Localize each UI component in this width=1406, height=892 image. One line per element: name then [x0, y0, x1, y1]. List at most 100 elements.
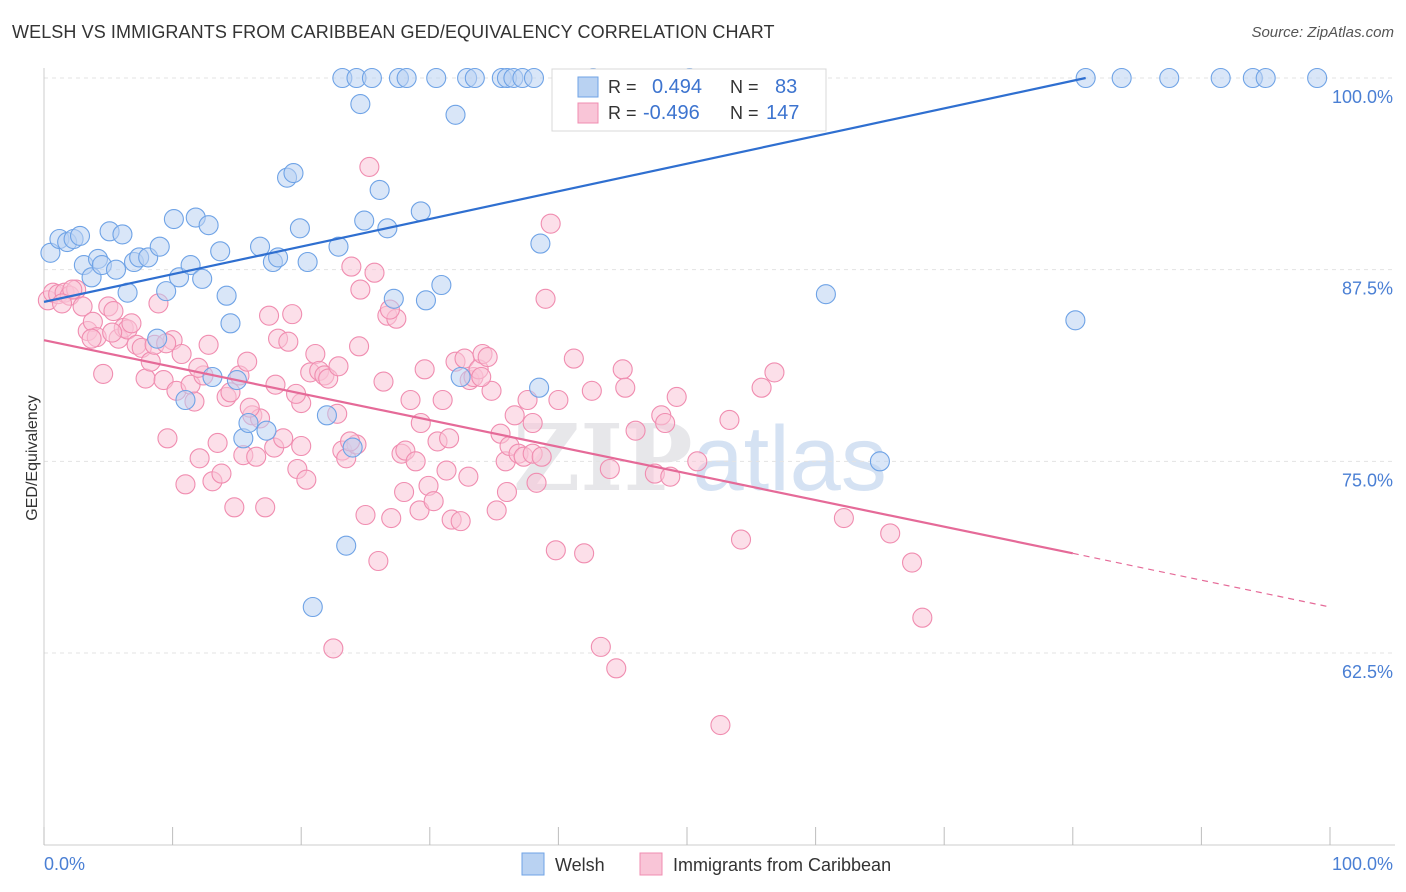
- stats-legend: R = 0.494 N = 83 R = -0.496 N = 147: [551, 68, 827, 132]
- welsh-point-43: [328, 236, 349, 257]
- caribbean-trend-extension: [1072, 552, 1331, 608]
- caribbean-point-114: [590, 636, 611, 657]
- stats-welsh-n-value: 83: [775, 76, 797, 98]
- caribbean-point-117: [615, 377, 636, 398]
- welsh-point-16: [147, 328, 168, 349]
- caribbean-point-23: [153, 370, 174, 391]
- welsh-point-10: [105, 259, 127, 280]
- caribbean-point-61: [323, 638, 344, 659]
- welsh-point-45: [336, 535, 357, 556]
- welsh-point-25: [198, 215, 219, 236]
- chart-title: WELSH VS IMMIGRANTS FROM CARIBBEAN GED/E…: [12, 22, 775, 42]
- y-tick-label-0: 62.5%: [1342, 662, 1393, 682]
- caribbean-point-148: [625, 420, 646, 441]
- welsh-point-50: [361, 67, 382, 89]
- welsh-point-46: [342, 437, 363, 458]
- welsh-point-48: [350, 94, 371, 115]
- caribbean-point-116: [612, 359, 633, 380]
- welsh-point-63: [464, 67, 485, 89]
- stats-welsh-r-value: 0.494: [652, 76, 702, 98]
- stats-caribbean-r-value: -0.496: [643, 102, 700, 124]
- caribbean-point-81: [414, 359, 435, 380]
- chart-source: Source: ZipAtlas.com: [1251, 24, 1394, 41]
- y-tick-label-2: 87.5%: [1342, 279, 1393, 299]
- caribbean-point-74: [381, 508, 402, 529]
- y-tick-labels: 62.5% 75.0% 87.5% 100.0%: [1332, 87, 1393, 682]
- welsh-point-38: [283, 163, 304, 184]
- caribbean-point-126: [730, 529, 752, 550]
- caribbean-point-27: [171, 343, 192, 365]
- caribbean-point-85: [432, 389, 453, 411]
- welsh-point-41: [302, 596, 323, 618]
- caribbean-point-79: [405, 451, 426, 472]
- caribbean-point-42: [237, 351, 258, 372]
- stats-caribbean-n-label: N =: [730, 103, 759, 123]
- caribbean-point-57: [305, 343, 326, 365]
- welsh-point-17: [149, 236, 170, 257]
- caribbean-point-130: [880, 523, 901, 544]
- caribbean-point-19: [135, 368, 156, 389]
- y-axis-label: GED/Equivalency: [24, 395, 41, 520]
- welsh-point-56: [410, 201, 431, 222]
- welsh-point-78: [1159, 67, 1180, 89]
- stats-welsh-swatch: [577, 76, 599, 98]
- caribbean-point-95: [477, 347, 498, 368]
- caribbean-point-129: [833, 508, 854, 529]
- caribbean-point-128: [764, 362, 785, 383]
- welsh-point-69: [530, 233, 551, 254]
- caribbean-point-51: [278, 331, 299, 352]
- caribbean-point-72: [373, 371, 394, 392]
- welsh-trend-line: [43, 76, 1086, 303]
- caribbean-point-152: [349, 336, 370, 357]
- caribbean-point-112: [574, 543, 595, 564]
- caribbean-point-143: [471, 366, 492, 388]
- legend-caribbean-label: Immigrants from Caribbean: [673, 855, 891, 875]
- welsh-point-70: [529, 377, 550, 398]
- welsh-point-61: [450, 366, 471, 388]
- caribbean-point-153: [394, 481, 415, 503]
- caribbean-point-125: [719, 409, 740, 430]
- caribbean-point-67: [350, 279, 371, 300]
- caribbean-point-109: [540, 213, 561, 234]
- caribbean-point-36: [211, 463, 232, 484]
- caribbean-point-31: [189, 448, 210, 469]
- caribbean-point-24: [157, 428, 178, 449]
- stats-caribbean-swatch: [577, 102, 599, 124]
- caribbean-point-10: [93, 363, 114, 384]
- caribbean-point-55: [296, 469, 317, 490]
- bottom-legend: Welsh Immigrants from Caribbean: [521, 852, 891, 876]
- caribbean-point-96: [481, 380, 502, 401]
- y-tick-label-1: 75.0%: [1342, 470, 1393, 490]
- caribbean-point-97: [486, 500, 507, 521]
- x-tick-label-min: 0.0%: [44, 854, 85, 874]
- trend-lines: [43, 76, 1331, 608]
- caribbean-point-65: [341, 256, 362, 277]
- caribbean-point-115: [606, 658, 627, 679]
- caribbean-point-101: [504, 405, 525, 426]
- caribbean-point-28: [175, 474, 196, 495]
- caribbean-point-70: [364, 262, 385, 283]
- caribbean-point-107: [531, 446, 552, 467]
- series-caribbean-points: [37, 156, 933, 736]
- welsh-point-27: [210, 241, 231, 262]
- caribbean-point-52: [282, 304, 303, 325]
- caribbean-point-71: [368, 550, 389, 572]
- stats-caribbean-n-value: 147: [766, 102, 799, 124]
- caribbean-point-146: [548, 389, 569, 411]
- welsh-point-28: [216, 285, 237, 306]
- welsh-point-18: [156, 281, 177, 302]
- caribbean-point-127: [751, 377, 772, 398]
- caribbean-point-69: [359, 156, 380, 177]
- caribbean-trend-line: [43, 339, 1074, 555]
- caribbean-point-123: [687, 451, 708, 472]
- caribbean-point-47: [258, 305, 280, 326]
- caribbean-point-83: [423, 491, 444, 512]
- welsh-point-39: [289, 218, 310, 239]
- caribbean-point-154: [439, 428, 460, 449]
- caribbean-point-147: [599, 458, 620, 480]
- legend-welsh-label: Welsh: [555, 855, 605, 875]
- y-tick-label-3: 100.0%: [1332, 87, 1393, 107]
- caribbean-point-80: [409, 500, 430, 521]
- legend-caribbean-swatch: [639, 852, 663, 876]
